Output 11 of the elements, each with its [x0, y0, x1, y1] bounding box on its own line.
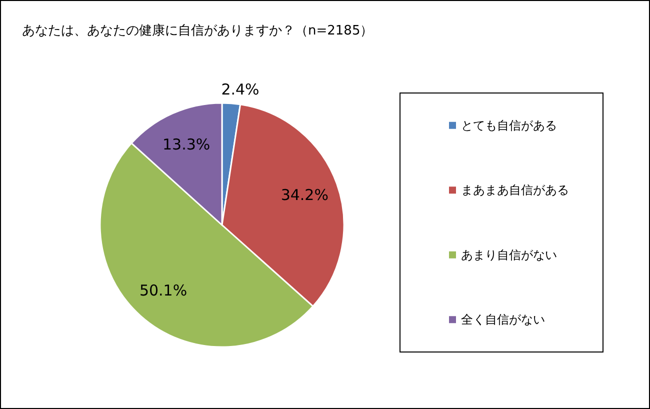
legend-label: あまり自信がない: [461, 248, 557, 262]
pie-slice: [221, 104, 345, 308]
data-label: 2.4%: [221, 80, 260, 98]
legend-label: まあまあ自信がある: [461, 183, 569, 198]
pie-slice: [130, 102, 223, 226]
legend-label: とても自信がある: [461, 118, 557, 132]
data-label: 13.3%: [162, 136, 210, 154]
data-label: 50.1%: [139, 281, 188, 300]
chart-title: あなたは、あなたの健康に自信がありますか？（n=2185）: [22, 24, 374, 38]
data-label: 34.2%: [280, 186, 328, 204]
legend-label: 全く自信がない: [461, 312, 545, 327]
